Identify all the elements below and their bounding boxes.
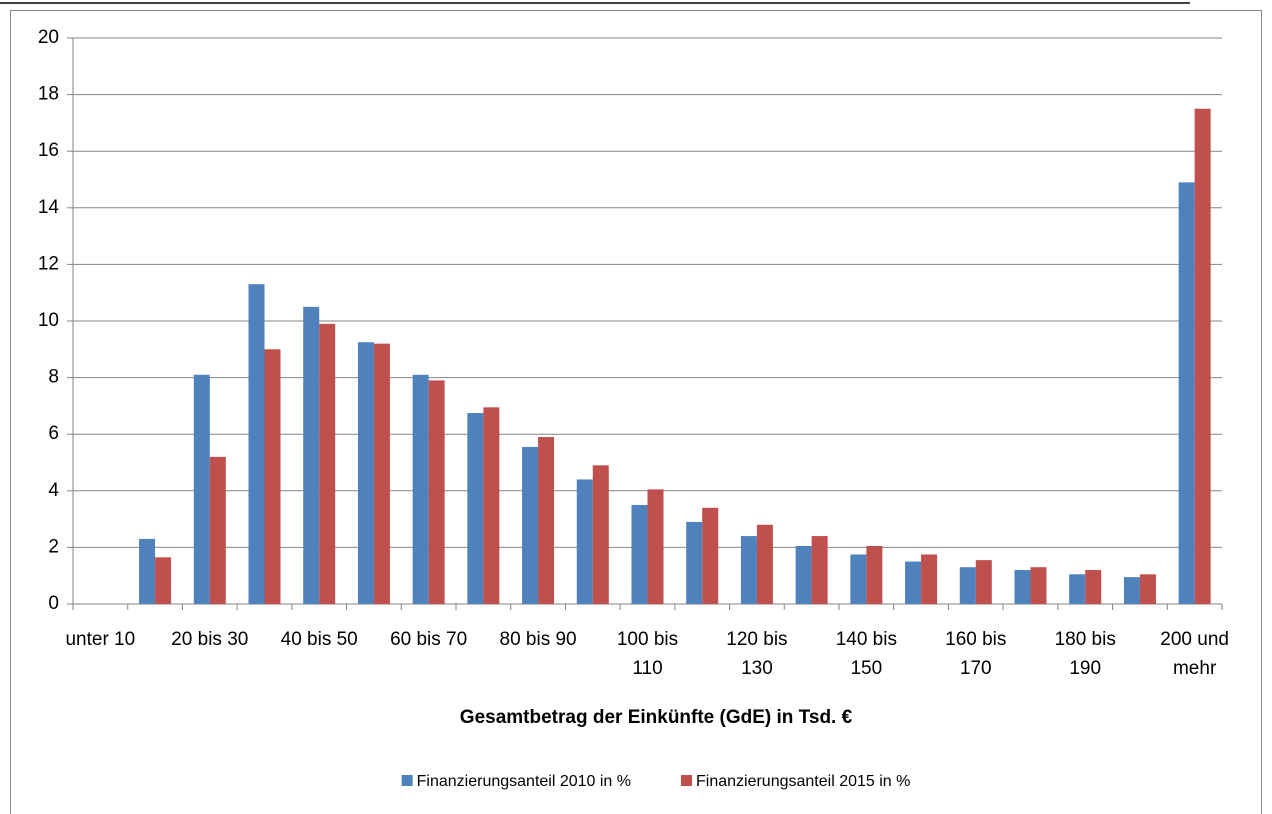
bar	[1014, 570, 1031, 604]
bar	[264, 349, 281, 604]
bar	[522, 446, 539, 604]
y-tick-label: 0	[48, 593, 59, 614]
bar	[959, 567, 976, 604]
bar	[686, 521, 703, 604]
bar	[319, 323, 336, 604]
bar	[1030, 567, 1047, 604]
x-axis-title: Gesamtbetrag der Einkünfte (GdE) in Tsd.…	[460, 707, 853, 728]
bar	[538, 437, 555, 604]
x-tick-label: 180 bis 190	[1054, 629, 1116, 679]
bar	[921, 554, 938, 604]
bar	[1123, 577, 1140, 604]
bar	[155, 557, 172, 604]
x-tick-label: 160 bis 170	[945, 629, 1007, 679]
bar	[1139, 574, 1156, 604]
bar	[756, 524, 773, 604]
y-tick-label: 10	[38, 310, 59, 331]
y-tick-label: 14	[38, 197, 60, 218]
bar	[357, 342, 374, 604]
legend-swatch	[681, 775, 692, 786]
bar	[702, 507, 719, 604]
y-tick-label: 6	[48, 423, 59, 444]
bar	[631, 504, 648, 604]
y-tick-label: 20	[38, 27, 59, 48]
bar	[248, 284, 265, 604]
x-tick-label: 200 und mehr	[1160, 629, 1229, 679]
y-tick-label: 4	[48, 480, 59, 501]
x-tick-label: unter 10	[65, 629, 136, 650]
y-tick-label: 12	[38, 253, 59, 274]
bar	[428, 380, 445, 604]
x-tick-label: 80 bis 90	[499, 629, 577, 650]
bar	[483, 407, 500, 604]
y-tick-label: 8	[48, 367, 59, 388]
bar	[1069, 574, 1086, 604]
y-tick-label: 16	[38, 140, 59, 161]
chart-frame	[10, 10, 1262, 814]
bar	[576, 479, 593, 604]
x-tick-label: 100 bis 110	[616, 629, 679, 679]
bar	[1085, 570, 1102, 604]
x-tick-label: 40 bis 50	[280, 629, 358, 650]
x-tick-label: 60 bis 70	[390, 629, 468, 650]
bar	[866, 545, 883, 604]
bar	[467, 412, 484, 604]
x-tick-label: 120 bis 130	[726, 629, 788, 679]
bar	[1178, 182, 1195, 604]
bar	[209, 456, 226, 604]
bar	[647, 489, 664, 604]
bar	[193, 374, 210, 604]
bar	[811, 536, 828, 604]
bar	[412, 374, 429, 604]
bar	[592, 465, 609, 604]
bar	[1194, 108, 1211, 604]
bar	[975, 560, 992, 604]
x-tick-label: 20 bis 30	[171, 629, 249, 650]
legend-swatch	[401, 775, 413, 786]
bar	[905, 561, 922, 604]
y-tick-label: 2	[48, 536, 59, 557]
bar	[373, 343, 390, 604]
y-tick-label: 18	[38, 84, 59, 105]
bar	[795, 545, 812, 604]
x-tick-label: 140 bis 150	[835, 629, 897, 679]
legend-label: Finanzierungsanteil 2010 in %	[417, 773, 631, 790]
bar	[740, 536, 757, 604]
legend-label: Finanzierungsanteil 2015 in %	[696, 773, 910, 790]
bar	[850, 554, 867, 604]
bar	[303, 306, 320, 604]
bar	[139, 538, 156, 604]
